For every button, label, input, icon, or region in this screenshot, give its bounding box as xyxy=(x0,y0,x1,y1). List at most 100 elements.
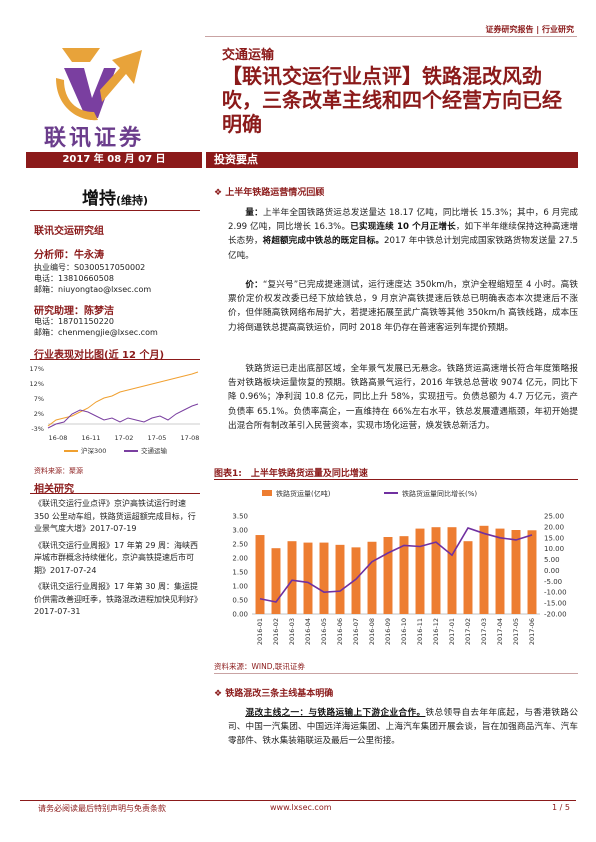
bar xyxy=(271,548,281,614)
footer-divider xyxy=(20,800,576,801)
summary-header: 投资要点 xyxy=(206,152,578,168)
analyst-email: 邮箱：niuyongtao@lxsec.com xyxy=(34,285,152,294)
rating-divider xyxy=(30,210,200,211)
logo-text: 联讯证券 xyxy=(44,126,145,151)
y-left-tick: 1.50 xyxy=(232,569,248,577)
mini-ytick: -3% xyxy=(31,425,44,433)
header-divider xyxy=(205,36,577,37)
volume-text-3: 2017 年中铁总计划完成国家铁路货物发送量 27.5 亿吨。 xyxy=(228,236,578,261)
bar xyxy=(479,525,489,614)
y-left-tick: 0.50 xyxy=(232,597,248,605)
growth-line xyxy=(259,527,533,603)
perf-chart-source: 资料来源：聚源 xyxy=(34,467,83,475)
sector-label: 交通运输 xyxy=(222,48,275,63)
footer-disclaimer[interactable]: 请务必阅读最后特别声明与免责条款 xyxy=(38,804,166,813)
bar xyxy=(351,547,361,614)
freight-chart-plot: 铁路货运量(亿吨) 铁路货运量同比增长(%) 0.00 0.50 1.00 1.50 2.0… xyxy=(232,489,566,645)
performance-chart: 17% 12% 7% 2% -3% 16-08 16-11 17-02 17-0… xyxy=(30,365,200,455)
x-tick: 2016-04 xyxy=(304,618,312,645)
x-tick: 2017-03 xyxy=(480,618,488,645)
perf-chart-title: 行业表现对比图(近 12 个月) xyxy=(34,350,165,361)
bar xyxy=(383,537,393,614)
y-right-tick: 20.00 xyxy=(544,523,564,531)
assistant-name: 研究助理：陈梦洁 xyxy=(34,306,114,317)
figure-1-heading: 图表1: 上半年铁路货运量及同比增速 xyxy=(214,466,368,479)
volume-text-2: ，如下半年继续保持这种高速增长态势， xyxy=(228,222,578,247)
related-list: 《联讯交运行业点评》京沪高铁试运行时速 350 公里动车组，铁路货运超额完成目标… xyxy=(34,498,202,623)
bar xyxy=(319,542,329,614)
x-tick: 2017-01 xyxy=(448,618,456,645)
rating-sub: (维持) xyxy=(115,194,149,207)
bar xyxy=(415,528,425,614)
section-1-heading: ❖ 上半年铁路运营情况回顾 xyxy=(214,185,324,198)
volume-text: 上半年全国铁路货运总发送量达 18.17 亿吨，同比增长 15.3%；其中，6 … xyxy=(228,208,578,233)
x-tick: 2016-01 xyxy=(256,618,264,645)
y-right-tick: 10.00 xyxy=(544,545,564,553)
mini-ytick: 2% xyxy=(34,410,44,418)
mini-xtick: 17-02 xyxy=(115,434,134,442)
y-left-tick: 0.00 xyxy=(232,611,248,619)
legend-line-label: 铁路货运量同比增长(%) xyxy=(402,489,477,498)
related-item[interactable]: 《联讯交运行业周报》17 年第 29 周：海峡西岸城市群概念持续催化，京沪高铁提… xyxy=(34,540,198,575)
y-left-tick: 2.50 xyxy=(232,541,248,549)
mini-legend-hs300: 沪深300 xyxy=(81,446,106,455)
y-right-tick: 15.00 xyxy=(544,534,564,542)
y-right-tick: -10.00 xyxy=(544,589,567,597)
y-left-tick: 1.00 xyxy=(232,583,248,591)
related-divider xyxy=(30,493,200,494)
research-group: 联讯交运研究组 xyxy=(34,226,104,237)
figure-1-bottom-divider xyxy=(214,673,578,674)
bar xyxy=(399,536,409,614)
assistant-phone: 电话：18701150220 xyxy=(34,317,114,326)
footer-website[interactable]: www.lxsec.com xyxy=(270,803,332,812)
figure-1-divider xyxy=(214,479,578,480)
legend-bar-label: 铁路货运量(亿吨) xyxy=(276,489,331,498)
mini-xtick: 17-05 xyxy=(148,434,167,442)
figure-1-title: 上半年铁路货运量及同比增速 xyxy=(250,469,368,479)
figure-1-label: 图表1: xyxy=(214,469,242,479)
y-right-tick: -5.00 xyxy=(544,578,562,586)
mini-ytick: 7% xyxy=(34,395,44,403)
y-right-tick: -15.00 xyxy=(544,600,567,608)
price-lead: 价： xyxy=(245,280,263,290)
section-2-title: 铁路混改三条主线基本明确 xyxy=(225,689,334,699)
page-number: 1 / 5 xyxy=(552,803,570,812)
related-title: 相关研究 xyxy=(34,484,74,495)
x-tick: 2016-02 xyxy=(272,618,280,645)
section-1-title: 上半年铁路运营情况回顾 xyxy=(225,188,325,198)
x-tick: 2016-06 xyxy=(336,618,344,645)
y-left-tick: 2.00 xyxy=(232,555,248,563)
x-tick: 2016-03 xyxy=(288,618,296,645)
y-left-tick: 3.00 xyxy=(232,527,248,535)
bar xyxy=(495,528,505,614)
related-item[interactable]: 《联讯交运行业周报》17 年第 30 周：集运提价供需改善迎旺季，铁路混改进程加… xyxy=(34,582,202,616)
report-date: 2017 年 08 月 07 日 xyxy=(26,152,202,168)
reform-text: 铁总领导自去年年底起，与香港铁路公司、中国一汽集团、中国远洋海运集团、上海汽车集… xyxy=(228,708,578,747)
x-tick: 2017-02 xyxy=(464,618,472,645)
mini-xtick: 16-08 xyxy=(49,434,68,442)
mini-ytick: 12% xyxy=(30,380,44,388)
figure-1-source: 资料来源：WIND,联讯证券 xyxy=(214,662,305,671)
paragraph-price: 价：“复兴号”已完成提速测试，运行速度达 350km/h，京沪全程缩短至 4 小… xyxy=(228,278,578,335)
mini-legend-transport: 交通运输 xyxy=(141,446,168,455)
bar xyxy=(367,541,377,614)
y-left-tick: 3.50 xyxy=(232,513,248,521)
reform-lead: 混改主线之一：与铁路运输上下游企业合作。 xyxy=(245,708,426,718)
volume-lead: 量： xyxy=(245,208,263,218)
x-tick: 2016-05 xyxy=(320,618,328,645)
mini-series-transport xyxy=(47,403,199,429)
rating-value: 增持 xyxy=(81,189,116,209)
rating: 增持(维持) xyxy=(30,184,200,209)
y-right-tick: 0.00 xyxy=(544,567,560,575)
company-logo xyxy=(56,48,142,121)
mini-xtick: 16-11 xyxy=(82,434,101,442)
assistant-email: 邮箱：chenmengjie@lxsec.com xyxy=(34,328,158,337)
x-tick: 2017-05 xyxy=(512,618,520,645)
volume-bold: 已实现连续 10 个月正增长 xyxy=(350,222,456,233)
bar xyxy=(255,535,265,614)
bar xyxy=(303,542,313,614)
y-right-tick: 25.00 xyxy=(544,513,564,521)
y-right-tick: 5.00 xyxy=(544,556,560,564)
related-item[interactable]: 《联讯交运行业点评》京沪高铁试运行时速 350 公里动车组，铁路货运超额完成目标… xyxy=(34,499,196,533)
analyst-phone: 电话：13810660508 xyxy=(34,274,114,283)
